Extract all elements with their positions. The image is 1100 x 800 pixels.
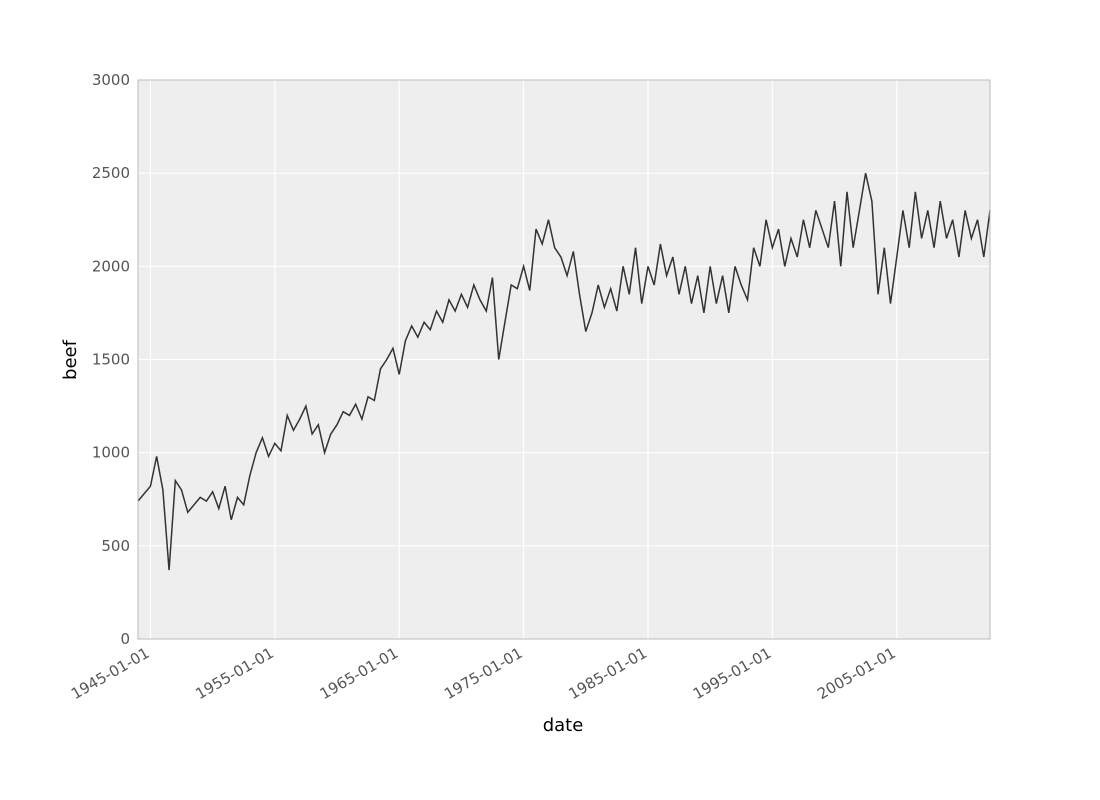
y-tick-label: 0 [120, 630, 130, 648]
data-line [137, 173, 991, 571]
y-tick-label: 1500 [92, 351, 130, 369]
x-tick-label: 1945-01-01 [68, 644, 153, 703]
y-tick-label: 2500 [92, 164, 130, 182]
y-tick-label: 500 [101, 537, 130, 555]
x-tick-label: 1975-01-01 [441, 644, 526, 703]
y-tick-label: 1000 [92, 444, 130, 462]
y-axis-title: beef [60, 339, 81, 380]
plot-border [137, 79, 991, 640]
x-axis-title: date [543, 715, 584, 736]
y-tick-label: 3000 [92, 71, 130, 89]
x-tick-label: 1955-01-01 [192, 644, 277, 703]
x-tick-label: 2005-01-01 [814, 644, 899, 703]
x-tick-label: 1985-01-01 [565, 644, 650, 703]
x-tick-label: 1965-01-01 [317, 644, 402, 703]
x-tick-label: 1995-01-01 [690, 644, 775, 703]
y-tick-label: 2000 [92, 257, 130, 275]
